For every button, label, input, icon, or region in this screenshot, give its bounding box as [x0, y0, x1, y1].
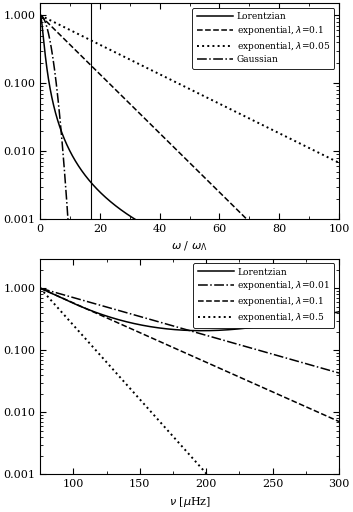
exponential, $\lambda$=0.5	[152, 413, 157, 419]
Gaussian	[58, 121, 62, 127]
Lorentzian	[200, 248, 204, 254]
exponential, $\lambda$=0.05	[58, 22, 62, 28]
exponential, $\lambda$=0.01	[337, 370, 341, 376]
exponential, $\lambda$=0.05	[218, 101, 222, 107]
Line: exponential, $\lambda$=0.5: exponential, $\lambda$=0.5	[40, 288, 339, 512]
Lorentzian	[38, 12, 42, 18]
Legend: Lorentzian, exponential, $\lambda$=0.1, exponential, $\lambda$=0.05, Gaussian: Lorentzian, exponential, $\lambda$=0.1, …	[192, 8, 334, 69]
exponential, $\lambda$=0.1	[260, 384, 264, 390]
exponential, $\lambda$=0.05	[200, 92, 204, 98]
Line: Lorentzian: Lorentzian	[40, 288, 339, 331]
Line: exponential, $\lambda$=0.1: exponential, $\lambda$=0.1	[40, 288, 339, 421]
Lorentzian	[218, 254, 222, 260]
Lorentzian	[260, 323, 264, 329]
exponential, $\lambda$=0.1	[58, 32, 62, 38]
X-axis label: $\omega$ / $\omega_{\Lambda}$: $\omega$ / $\omega_{\Lambda}$	[171, 240, 208, 253]
Lorentzian	[38, 285, 42, 291]
exponential, $\lambda$=0.1	[38, 285, 42, 291]
Lorentzian	[200, 328, 204, 334]
exponential, $\lambda$=0.5	[38, 285, 42, 291]
Line: exponential, $\lambda$=0.01: exponential, $\lambda$=0.01	[40, 288, 339, 373]
exponential, $\lambda$=0.1	[260, 231, 264, 237]
exponential, $\lambda$=0.05	[38, 12, 42, 18]
exponential, $\lambda$=0.1	[337, 307, 341, 313]
exponential, $\lambda$=0.5	[58, 308, 62, 314]
Lorentzian	[58, 126, 62, 132]
Lorentzian	[110, 200, 114, 206]
exponential, $\lambda$=0.1	[218, 366, 222, 372]
exponential, $\lambda$=0.05	[260, 122, 264, 128]
Lorentzian	[218, 327, 222, 333]
exponential, $\lambda$=0.5	[200, 466, 204, 472]
Gaussian	[38, 12, 42, 18]
Lorentzian	[110, 315, 114, 321]
exponential, $\lambda$=0.1	[218, 190, 222, 196]
exponential, $\lambda$=0.01	[260, 348, 264, 354]
Lorentzian	[337, 309, 341, 315]
exponential, $\lambda$=0.1	[337, 418, 341, 424]
Lorentzian	[152, 227, 157, 233]
exponential, $\lambda$=0.05	[337, 160, 341, 166]
exponential, $\lambda$=0.01	[110, 306, 114, 312]
exponential, $\lambda$=0.1	[58, 294, 62, 301]
exponential, $\lambda$=0.5	[218, 486, 222, 492]
exponential, $\lambda$=0.1	[200, 357, 204, 364]
exponential, $\lambda$=0.05	[110, 48, 114, 54]
Line: Gaussian: Gaussian	[40, 15, 339, 512]
exponential, $\lambda$=0.1	[110, 317, 114, 323]
exponential, $\lambda$=0.01	[200, 331, 204, 337]
Lorentzian	[260, 266, 264, 272]
exponential, $\lambda$=0.01	[152, 317, 157, 324]
exponential, $\lambda$=0.5	[110, 365, 114, 371]
Legend: Lorentzian, exponential, $\lambda$=0.01, exponential, $\lambda$=0.1, exponential: Lorentzian, exponential, $\lambda$=0.01,…	[193, 263, 334, 328]
Lorentzian	[200, 328, 204, 334]
exponential, $\lambda$=0.01	[218, 336, 222, 343]
Lorentzian	[152, 324, 157, 330]
Lorentzian	[337, 284, 341, 290]
exponential, $\lambda$=0.1	[38, 12, 42, 18]
exponential, $\lambda$=0.1	[200, 172, 204, 178]
exponential, $\lambda$=0.01	[38, 285, 42, 291]
X-axis label: $\nu$ [$\mu$Hz]: $\nu$ [$\mu$Hz]	[168, 495, 211, 508]
exponential, $\lambda$=0.1	[152, 125, 157, 131]
Lorentzian	[58, 294, 62, 301]
Line: exponential, $\lambda$=0.1: exponential, $\lambda$=0.1	[40, 15, 339, 310]
exponential, $\lambda$=0.01	[58, 291, 62, 297]
exponential, $\lambda$=0.05	[152, 69, 157, 75]
Line: exponential, $\lambda$=0.05: exponential, $\lambda$=0.05	[40, 15, 339, 163]
Line: Lorentzian: Lorentzian	[40, 15, 339, 287]
exponential, $\lambda$=0.1	[110, 83, 114, 89]
exponential, $\lambda$=0.1	[152, 336, 157, 343]
